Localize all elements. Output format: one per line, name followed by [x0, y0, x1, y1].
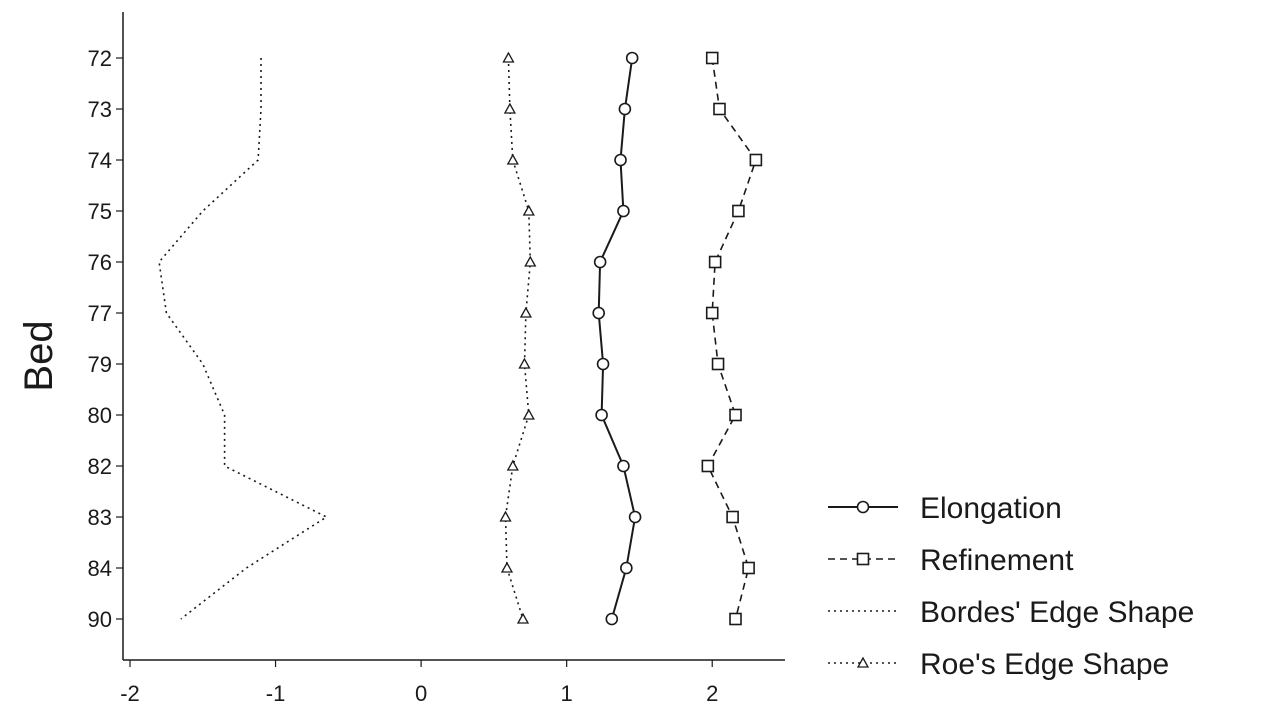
data-point: [503, 102, 517, 114]
y-tick-label: 77: [88, 301, 112, 326]
series-elongation: [592, 51, 642, 626]
data-point: [614, 153, 627, 167]
data-point: [506, 459, 519, 471]
data-point: [500, 561, 514, 573]
data-point: [502, 51, 515, 63]
data-point: [705, 306, 719, 320]
data-point: [617, 459, 630, 473]
legend-label: Refinement: [920, 544, 1074, 577]
y-tick-label: 80: [88, 403, 112, 428]
data-point: [742, 561, 755, 575]
y-tick-label: 76: [88, 250, 112, 275]
data-point: [605, 612, 619, 626]
data-point: [620, 561, 633, 575]
data-point: [522, 204, 535, 216]
axes: -2 -1 0 1 2 72 73 74 75 76 77 79 80 82 83 84 90 Bed: [17, 12, 785, 706]
data-point: [524, 255, 537, 267]
y-tick-label: 84: [88, 556, 112, 581]
data-point: [729, 408, 742, 422]
y-tick-label: 72: [88, 46, 112, 71]
y-tick-label: 75: [88, 199, 112, 224]
data-point: [519, 306, 533, 318]
data-point: [713, 102, 726, 116]
data-point: [617, 204, 630, 218]
legend-item: Roe's Edge Shape: [828, 648, 1169, 681]
legend: Elongation Refinement Bordes' Edge Shape Ro…: [828, 492, 1194, 681]
legend-item: Refinement: [828, 544, 1074, 577]
data-point: [596, 357, 610, 371]
data-point: [705, 51, 719, 65]
y-tick-label: 82: [88, 454, 112, 479]
y-tick-label: 73: [88, 97, 112, 122]
x-tick-label: -1: [266, 681, 286, 706]
y-tick-label: 79: [88, 352, 112, 377]
data-point: [708, 255, 722, 269]
data-point: [522, 408, 535, 420]
data-point: [516, 612, 530, 624]
y-tick-label: 90: [88, 607, 112, 632]
series-roe-s-edge-shape: [499, 51, 537, 624]
series-bordes-edge-shape: [158, 58, 329, 620]
series-group: [158, 51, 763, 626]
series-line: [597, 57, 637, 620]
legend-label: Bordes' Edge Shape: [920, 596, 1194, 629]
legend-label: Roe's Edge Shape: [920, 648, 1169, 681]
series-line: [158, 58, 329, 620]
data-point: [593, 255, 607, 269]
y-tick-label: 83: [88, 505, 112, 530]
data-point: [701, 459, 715, 473]
x-tick-label: -2: [120, 681, 140, 706]
data-point: [749, 153, 763, 167]
data-point: [506, 153, 519, 165]
data-point: [628, 510, 642, 524]
legend-marker: [856, 500, 870, 514]
data-point: [729, 612, 742, 626]
legend-label: Elongation: [920, 492, 1062, 525]
data-point: [518, 357, 531, 369]
legend-item: Elongation: [828, 492, 1062, 525]
legend-marker: [856, 552, 870, 566]
x-tick-label: 1: [561, 681, 573, 706]
data-point: [711, 357, 725, 371]
data-point: [625, 51, 639, 65]
data-point: [732, 204, 745, 218]
y-tick-label: 74: [88, 148, 112, 173]
data-point: [499, 510, 512, 522]
legend-item: Bordes' Edge Shape: [828, 596, 1194, 629]
legend-marker: [856, 656, 870, 668]
y-axis-title: Bed: [17, 320, 61, 391]
series-line: [504, 57, 532, 620]
x-tick-label: 0: [415, 681, 427, 706]
data-point: [726, 510, 739, 524]
data-point: [592, 306, 605, 320]
series-refinement: [701, 51, 763, 626]
data-point: [595, 408, 608, 422]
series-line: [707, 57, 757, 620]
x-tick-label: 2: [706, 681, 718, 706]
data-point: [618, 102, 632, 116]
